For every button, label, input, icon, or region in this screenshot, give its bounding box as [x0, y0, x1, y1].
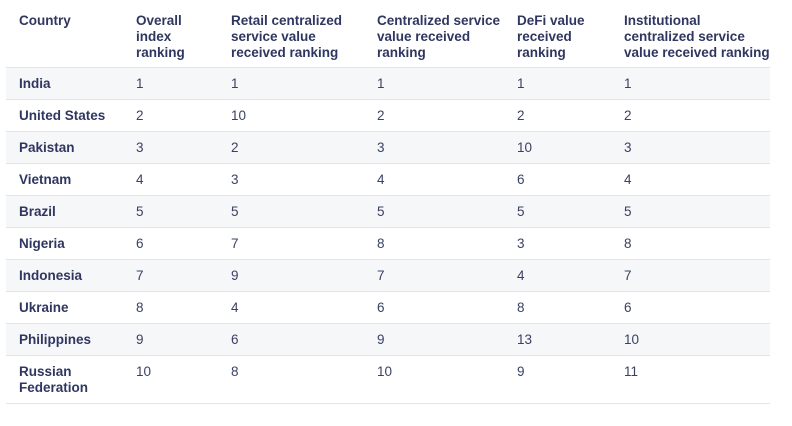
table-row: Ukraine 8 4 6 8 6	[6, 291, 770, 324]
cell-institutional-centralized-ranking: 6	[624, 300, 632, 315]
cell-centralized-ranking: 8	[377, 236, 385, 251]
cell-country: Vietnam	[19, 172, 72, 187]
cell-defi-ranking: 1	[517, 76, 525, 91]
header-centralized-ranking: Centralized service value received ranki…	[377, 13, 501, 60]
cell-country: India	[19, 76, 51, 91]
cell-retail-centralized-ranking: 6	[231, 332, 239, 347]
table-row: Russian Federation 10 8 10 9 11	[6, 355, 770, 404]
table-row: Philippines 9 6 9 13 10	[6, 323, 770, 356]
cell-overall-index-ranking: 3	[136, 140, 144, 155]
cell-overall-index-ranking: 5	[136, 204, 144, 219]
cell-retail-centralized-ranking: 1	[231, 76, 239, 91]
cell-overall-index-ranking: 6	[136, 236, 144, 251]
header-country: Country	[19, 13, 71, 28]
table-row: United States 2 10 2 2 2	[6, 99, 770, 132]
cell-defi-ranking: 4	[517, 268, 525, 283]
table-body: India 1 1 1 1 1 United States 2 10 2 2 2 Pakistan 3 2 3…	[6, 67, 770, 404]
table-header-row: Country Overall index ranking Retail cen…	[6, 3, 770, 68]
cell-overall-index-ranking: 10	[136, 364, 152, 379]
cell-centralized-ranking: 3	[377, 140, 385, 155]
cell-centralized-ranking: 10	[377, 364, 393, 379]
cell-centralized-ranking: 9	[377, 332, 385, 347]
table-row: India 1 1 1 1 1	[6, 67, 770, 100]
cell-centralized-ranking: 1	[377, 76, 385, 91]
table-row: Brazil 5 5 5 5 5	[6, 195, 770, 228]
cell-institutional-centralized-ranking: 10	[624, 332, 640, 347]
cell-institutional-centralized-ranking: 4	[624, 172, 632, 187]
cell-country: Nigeria	[19, 236, 65, 251]
cell-defi-ranking: 2	[517, 108, 525, 123]
cell-retail-centralized-ranking: 4	[231, 300, 239, 315]
cell-overall-index-ranking: 8	[136, 300, 144, 315]
cell-institutional-centralized-ranking: 2	[624, 108, 632, 123]
cell-retail-centralized-ranking: 3	[231, 172, 239, 187]
cell-retail-centralized-ranking: 2	[231, 140, 239, 155]
cell-centralized-ranking: 4	[377, 172, 385, 187]
cell-centralized-ranking: 7	[377, 268, 385, 283]
cell-retail-centralized-ranking: 9	[231, 268, 239, 283]
cell-defi-ranking: 3	[517, 236, 525, 251]
table-row: Pakistan 3 2 3 10 3	[6, 131, 770, 164]
cell-overall-index-ranking: 9	[136, 332, 144, 347]
cell-country: United States	[19, 108, 106, 123]
cell-centralized-ranking: 2	[377, 108, 385, 123]
cell-defi-ranking: 10	[517, 140, 533, 155]
country-ranking-table: Country Overall index ranking Retail cen…	[6, 3, 770, 404]
table-row: Nigeria 6 7 8 3 8	[6, 227, 770, 260]
cell-country: Pakistan	[19, 140, 75, 155]
cell-overall-index-ranking: 7	[136, 268, 144, 283]
cell-country: Ukraine	[19, 300, 69, 315]
cell-retail-centralized-ranking: 10	[231, 108, 247, 123]
ranking-table-container: Country Overall index ranking Retail cen…	[6, 3, 770, 404]
cell-retail-centralized-ranking: 8	[231, 364, 239, 379]
cell-defi-ranking: 5	[517, 204, 525, 219]
table-row: Indonesia 7 9 7 4 7	[6, 259, 770, 292]
header-institutional-centralized-ranking: Institutional centralized service value …	[624, 13, 770, 60]
cell-retail-centralized-ranking: 5	[231, 204, 239, 219]
cell-overall-index-ranking: 4	[136, 172, 144, 187]
header-retail-centralized-ranking: Retail centralized service value receive…	[231, 13, 343, 60]
cell-country: Brazil	[19, 204, 56, 219]
cell-country: Russian Federation	[19, 364, 89, 395]
header-defi-ranking: DeFi value received ranking	[517, 13, 585, 60]
cell-overall-index-ranking: 2	[136, 108, 144, 123]
table-row: Vietnam 4 3 4 6 4	[6, 163, 770, 196]
cell-defi-ranking: 9	[517, 364, 525, 379]
cell-institutional-centralized-ranking: 8	[624, 236, 632, 251]
cell-defi-ranking: 13	[517, 332, 533, 347]
cell-defi-ranking: 8	[517, 300, 525, 315]
cell-institutional-centralized-ranking: 7	[624, 268, 632, 283]
cell-institutional-centralized-ranking: 11	[624, 364, 639, 379]
cell-retail-centralized-ranking: 7	[231, 236, 239, 251]
cell-centralized-ranking: 6	[377, 300, 385, 315]
cell-country: Indonesia	[19, 268, 83, 283]
cell-defi-ranking: 6	[517, 172, 525, 187]
cell-centralized-ranking: 5	[377, 204, 385, 219]
cell-institutional-centralized-ranking: 1	[624, 76, 632, 91]
cell-overall-index-ranking: 1	[136, 76, 144, 91]
cell-institutional-centralized-ranking: 5	[624, 204, 632, 219]
header-overall-index-ranking: Overall index ranking	[136, 13, 185, 60]
cell-country: Philippines	[19, 332, 92, 347]
cell-institutional-centralized-ranking: 3	[624, 140, 632, 155]
